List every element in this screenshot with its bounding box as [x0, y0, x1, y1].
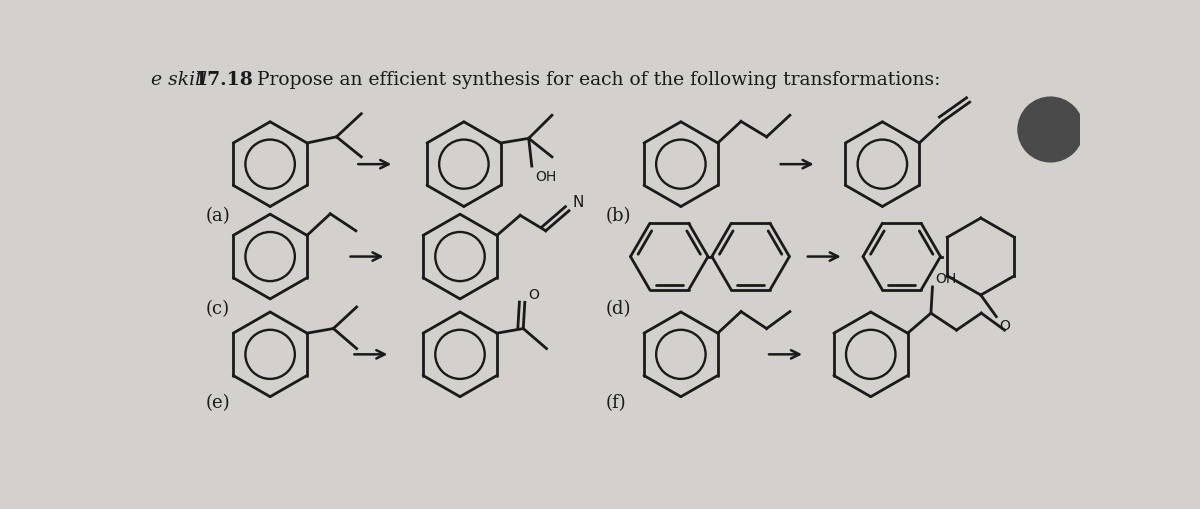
Text: Propose an efficient synthesis for each of the following transformations:: Propose an efficient synthesis for each … — [245, 71, 940, 89]
Text: 17.18: 17.18 — [194, 71, 254, 89]
Text: (e): (e) — [206, 393, 230, 411]
Circle shape — [1018, 98, 1084, 162]
Text: (b): (b) — [606, 207, 631, 225]
Text: (f): (f) — [606, 393, 626, 411]
Text: (a): (a) — [206, 207, 230, 225]
Text: OH: OH — [936, 272, 956, 286]
Text: O: O — [1000, 319, 1010, 332]
Text: OH: OH — [535, 170, 556, 184]
Text: O: O — [529, 287, 540, 301]
Text: N: N — [572, 195, 583, 210]
Text: (d): (d) — [606, 299, 631, 317]
Text: (c): (c) — [206, 299, 230, 317]
Text: e skill: e skill — [151, 71, 206, 89]
